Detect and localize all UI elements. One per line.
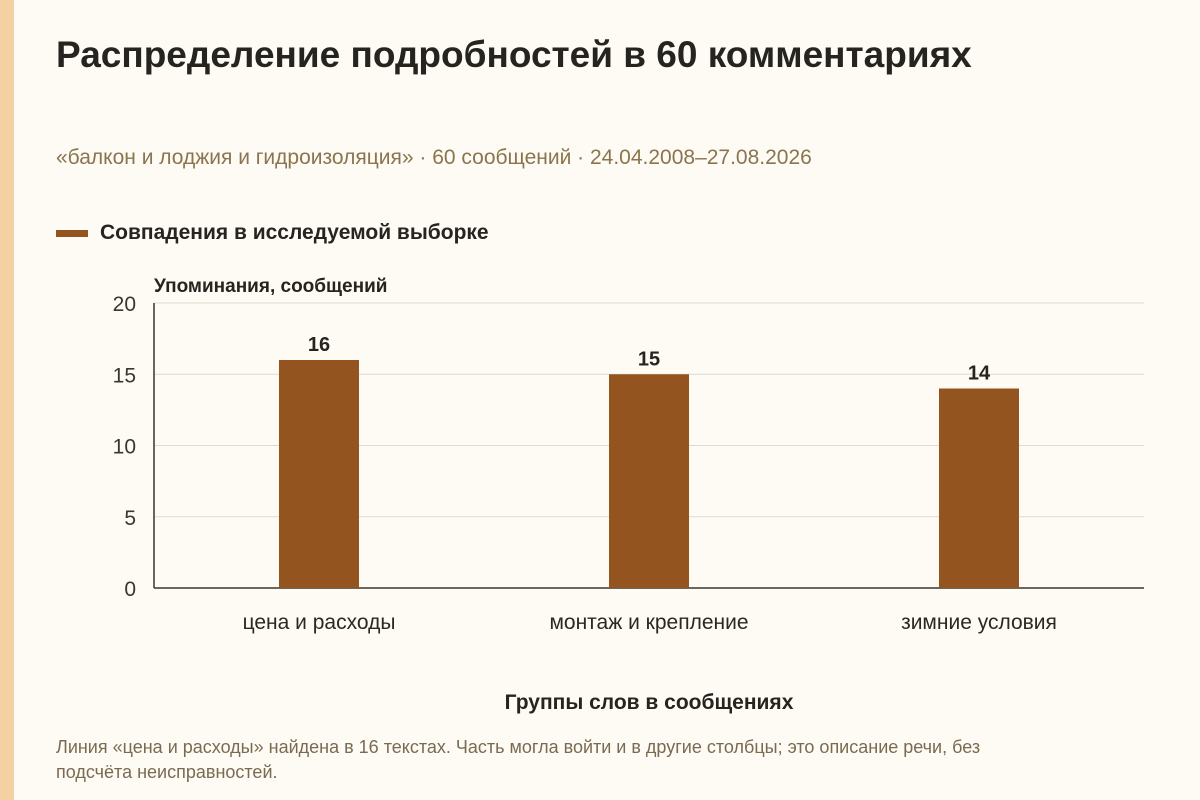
data-label: 14 [968,363,991,385]
y-tick-label: 5 [124,507,136,530]
bar [609,374,689,588]
accent-bar [0,0,14,800]
bars [279,360,1019,588]
x-tick-label: монтаж и крепление [549,611,748,634]
x-axis-label: Группы слов в сообщениях [505,691,794,714]
x-tick-label: зимние условия [901,611,1057,634]
footnote: Линия «цена и расходы» найдена в 16 текс… [56,737,981,782]
legend-swatch [56,229,88,237]
legend-label: Совпадения в исследуемой выборке [100,221,489,244]
y-tick-label: 20 [113,293,136,316]
y-tick-label: 0 [124,578,136,601]
y-tick-label: 15 [113,364,136,387]
data-label: 15 [638,348,660,370]
y-tick-label: 10 [113,436,136,459]
labels: 0 5 10 15 20 16 цена и расходы 15 монтаж и крепл… [113,293,1057,634]
x-tick-label: цена и расходы [243,611,396,634]
y-axis-label: Упоминания, сообщений [154,276,387,297]
chart-subtitle: «балкон и лоджия и гидроизоляция» · 60 с… [56,146,812,169]
legend: Совпадения в исследуемой выборке [56,219,489,247]
bar [279,360,359,588]
bar [939,388,1019,588]
data-label: 16 [308,334,330,356]
chart-title: Распределение подробностей в 60 коммента… [56,34,972,75]
